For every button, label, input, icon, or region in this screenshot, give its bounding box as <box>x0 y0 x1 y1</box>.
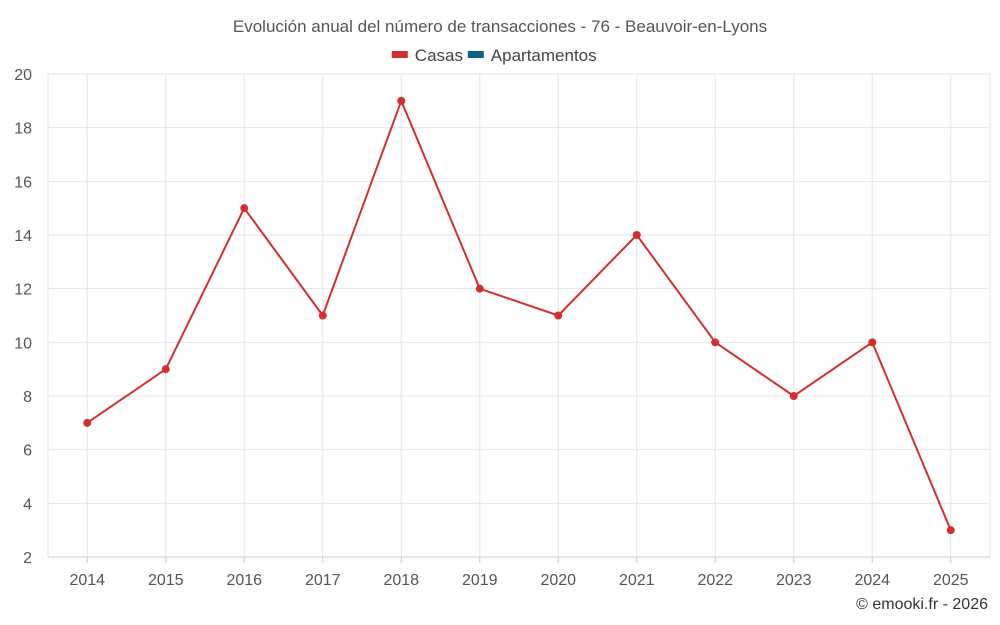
y-tick-label: 20 <box>14 67 32 84</box>
legend-label: Apartamentos <box>491 46 597 65</box>
data-point-2023[interactable] <box>789 392 798 400</box>
data-point-2025[interactable] <box>946 526 955 535</box>
legend[interactable]: Casas Apartamentos <box>391 46 597 65</box>
x-tick-label: 2021 <box>619 572 655 589</box>
y-tick-label: 2 <box>23 550 32 567</box>
y-axis: 2 4 6 8 10 12 14 16 18 20 <box>14 67 49 567</box>
x-tick-label: 2015 <box>148 572 184 589</box>
x-tick-label: 2020 <box>540 572 576 589</box>
data-point-2020[interactable] <box>554 311 563 320</box>
x-tick-label: 2025 <box>933 572 969 589</box>
y-tick-label: 10 <box>14 335 32 352</box>
x-tick-label: 2022 <box>697 572 733 589</box>
x-tick-label: 2017 <box>305 572 341 589</box>
grid <box>48 73 991 558</box>
series-points[interactable] <box>83 96 955 535</box>
x-tick-label: 2023 <box>776 572 812 589</box>
data-point-2024[interactable] <box>868 338 877 347</box>
data-point-2015[interactable] <box>161 365 170 374</box>
x-tick-label: 2018 <box>383 572 419 589</box>
data-point-2021[interactable] <box>632 231 641 239</box>
y-tick-label: 6 <box>23 443 32 460</box>
data-point-2022[interactable] <box>711 338 720 347</box>
data-point-2017[interactable] <box>318 311 327 320</box>
y-tick-label: 8 <box>23 389 32 406</box>
legend-item-casas[interactable]: Casas <box>391 46 463 65</box>
x-tick-label: 2016 <box>226 572 262 589</box>
data-point-2014[interactable] <box>83 418 92 427</box>
y-tick-label: 12 <box>14 282 32 299</box>
x-axis: 2014 2015 2016 2017 2018 2019 2020 2021 2022 2023… <box>48 556 990 589</box>
data-point-2016[interactable] <box>240 204 249 213</box>
y-tick-label: 4 <box>23 496 32 513</box>
y-tick-label: 14 <box>14 228 32 245</box>
data-point-2018[interactable] <box>397 96 406 105</box>
x-tick-label: 2014 <box>69 572 105 589</box>
legend-swatch <box>467 51 484 58</box>
series-line-casas <box>86 99 952 531</box>
x-tick-label: 2024 <box>854 572 890 589</box>
legend-item-apartamentos[interactable]: Apartamentos <box>467 46 597 65</box>
credit-text: © emooki.fr - 2026 <box>856 596 988 613</box>
legend-swatch <box>391 51 408 58</box>
y-tick-label: 18 <box>14 121 32 138</box>
x-tick-label: 2019 <box>462 572 498 589</box>
chart-title: Evolución anual del número de transaccio… <box>233 17 767 36</box>
y-tick-label: 16 <box>14 174 32 191</box>
legend-label: Casas <box>415 46 463 65</box>
series-lines <box>86 99 952 531</box>
data-point-2019[interactable] <box>475 284 484 293</box>
